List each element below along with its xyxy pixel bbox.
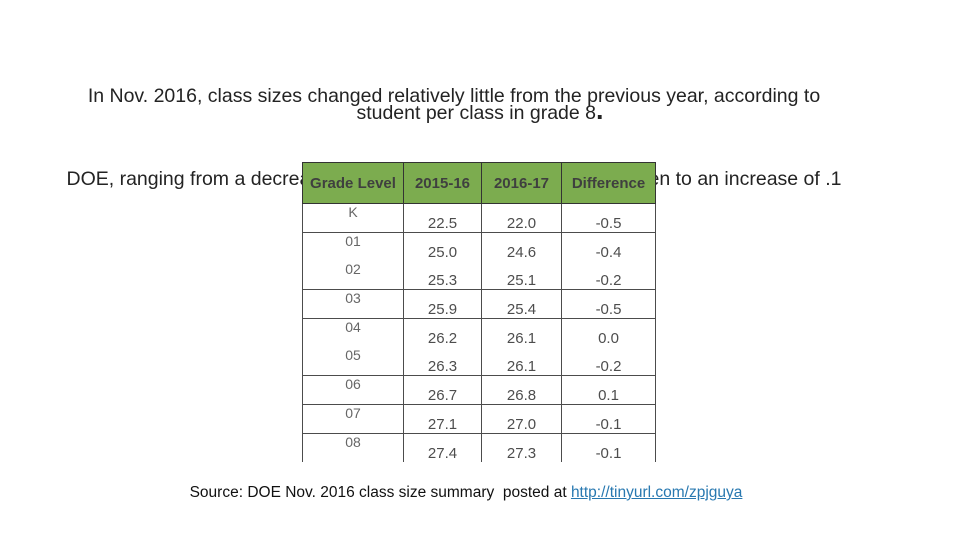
- cell-2016-17: 26.8: [481, 375, 562, 405]
- cell-grade: K: [302, 203, 404, 233]
- cell-2016-17: 27.0: [481, 404, 562, 434]
- table-row: K 22.5 22.0 -0.5: [302, 203, 656, 233]
- cell-2015-16: 26.3: [403, 346, 482, 376]
- cell-difference: 0.0: [561, 318, 656, 347]
- table-row: 01 25.0 24.6 -0.4: [302, 232, 656, 261]
- cell-2015-16: 27.4: [403, 433, 482, 462]
- cell-2015-16: 25.3: [403, 260, 482, 290]
- cell-2016-17: 26.1: [481, 346, 562, 376]
- cell-2016-17: 26.1: [481, 318, 562, 347]
- cell-grade: 06: [302, 375, 404, 405]
- closing-period: .: [596, 95, 604, 125]
- source-link[interactable]: http://tinyurl.com/zpjguya: [570, 484, 743, 501]
- table-row: 04 26.2 26.1 0.0: [302, 318, 656, 347]
- cell-2015-16: 25.9: [403, 289, 482, 319]
- cell-2015-16: 26.2: [403, 318, 482, 347]
- cell-grade: 05: [302, 346, 404, 376]
- cell-difference: 0.1: [561, 375, 656, 405]
- closing-text: student per class in grade 8: [356, 102, 597, 124]
- cell-2015-16: 22.5: [403, 203, 482, 233]
- cell-difference: -0.2: [561, 260, 656, 290]
- cell-2016-17: 27.3: [481, 433, 562, 462]
- cell-grade: 03: [302, 289, 404, 319]
- cell-difference: -0.1: [561, 404, 656, 434]
- cell-2016-17: 24.6: [481, 232, 562, 261]
- class-size-table: Grade Level 2015-16 2016-17 Difference K…: [302, 162, 656, 462]
- table-header-2015-16: 2015-16: [403, 162, 482, 204]
- cell-difference: -0.1: [561, 433, 656, 462]
- cell-grade: 08: [302, 433, 404, 462]
- source-line: Source: DOE Nov. 2016 class size summary…: [0, 484, 932, 502]
- cell-grade: 02: [302, 260, 404, 290]
- table-row: 07 27.1 27.0 -0.1: [302, 404, 656, 434]
- table-header-2016-17: 2016-17: [481, 162, 562, 204]
- intro-text-line-1: In Nov. 2016, class sizes changed relati…: [87, 85, 821, 107]
- cell-2016-17: 25.4: [481, 289, 562, 319]
- cell-grade: 04: [302, 318, 404, 347]
- cell-2016-17: 22.0: [481, 203, 562, 233]
- cell-difference: -0.5: [561, 203, 656, 233]
- cell-2015-16: 25.0: [403, 232, 482, 261]
- cell-2016-17: 25.1: [481, 260, 562, 290]
- cell-difference: -0.2: [561, 346, 656, 376]
- table-row: 02 25.3 25.1 -0.2: [302, 260, 656, 290]
- intro-closing-line: student per class in grade 8.: [0, 97, 960, 128]
- cell-grade: 07: [302, 404, 404, 434]
- table-row: 03 25.9 25.4 -0.5: [302, 289, 656, 319]
- source-text: Source: DOE Nov. 2016 class size summary…: [189, 484, 571, 501]
- table-row: 05 26.3 26.1 -0.2: [302, 346, 656, 376]
- cell-difference: -0.5: [561, 289, 656, 319]
- table-header-grade-level: Grade Level: [302, 162, 404, 204]
- table-header-difference: Difference: [561, 162, 656, 204]
- cell-grade: 01: [302, 232, 404, 261]
- cell-2015-16: 27.1: [403, 404, 482, 434]
- cell-2015-16: 26.7: [403, 375, 482, 405]
- cell-difference: -0.4: [561, 232, 656, 261]
- table-header-row: Grade Level 2015-16 2016-17 Difference: [302, 162, 656, 204]
- table-row: 08 27.4 27.3 -0.1: [302, 433, 656, 462]
- table-row: 06 26.7 26.8 0.1: [302, 375, 656, 405]
- class-size-table-container: Grade Level 2015-16 2016-17 Difference K…: [302, 162, 656, 462]
